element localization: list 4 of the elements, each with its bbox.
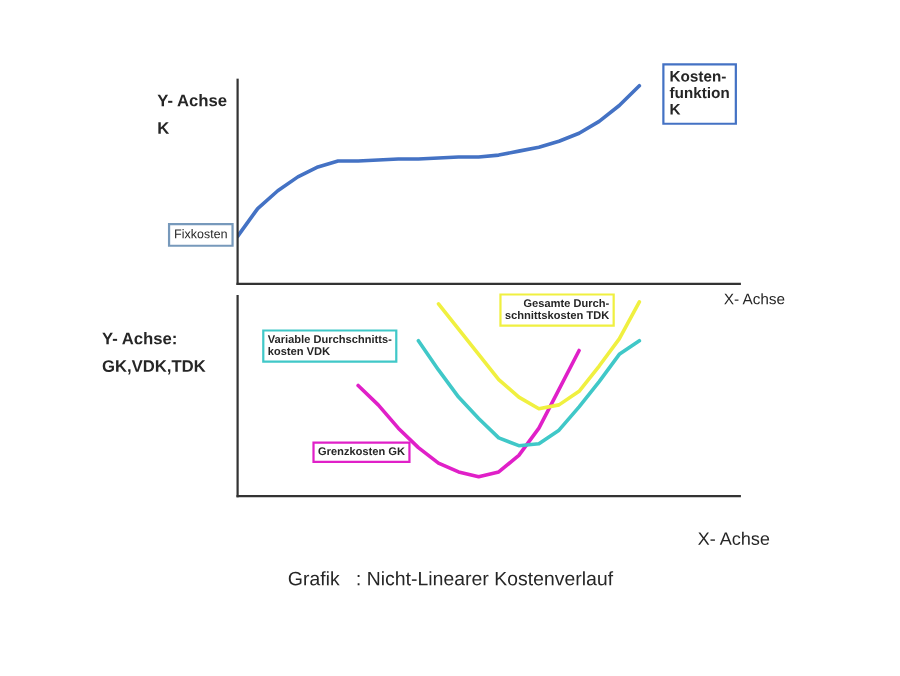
text: Grafik : Nicht-Linearer Kostenverlauf	[288, 571, 614, 586]
y-axis-title: Y- Achse: GK,VDK,TDK	[102, 332, 206, 375]
y-axis-title: Y- Achse K	[157, 94, 227, 134]
x-axis-title: X- Achse	[698, 531, 770, 546]
